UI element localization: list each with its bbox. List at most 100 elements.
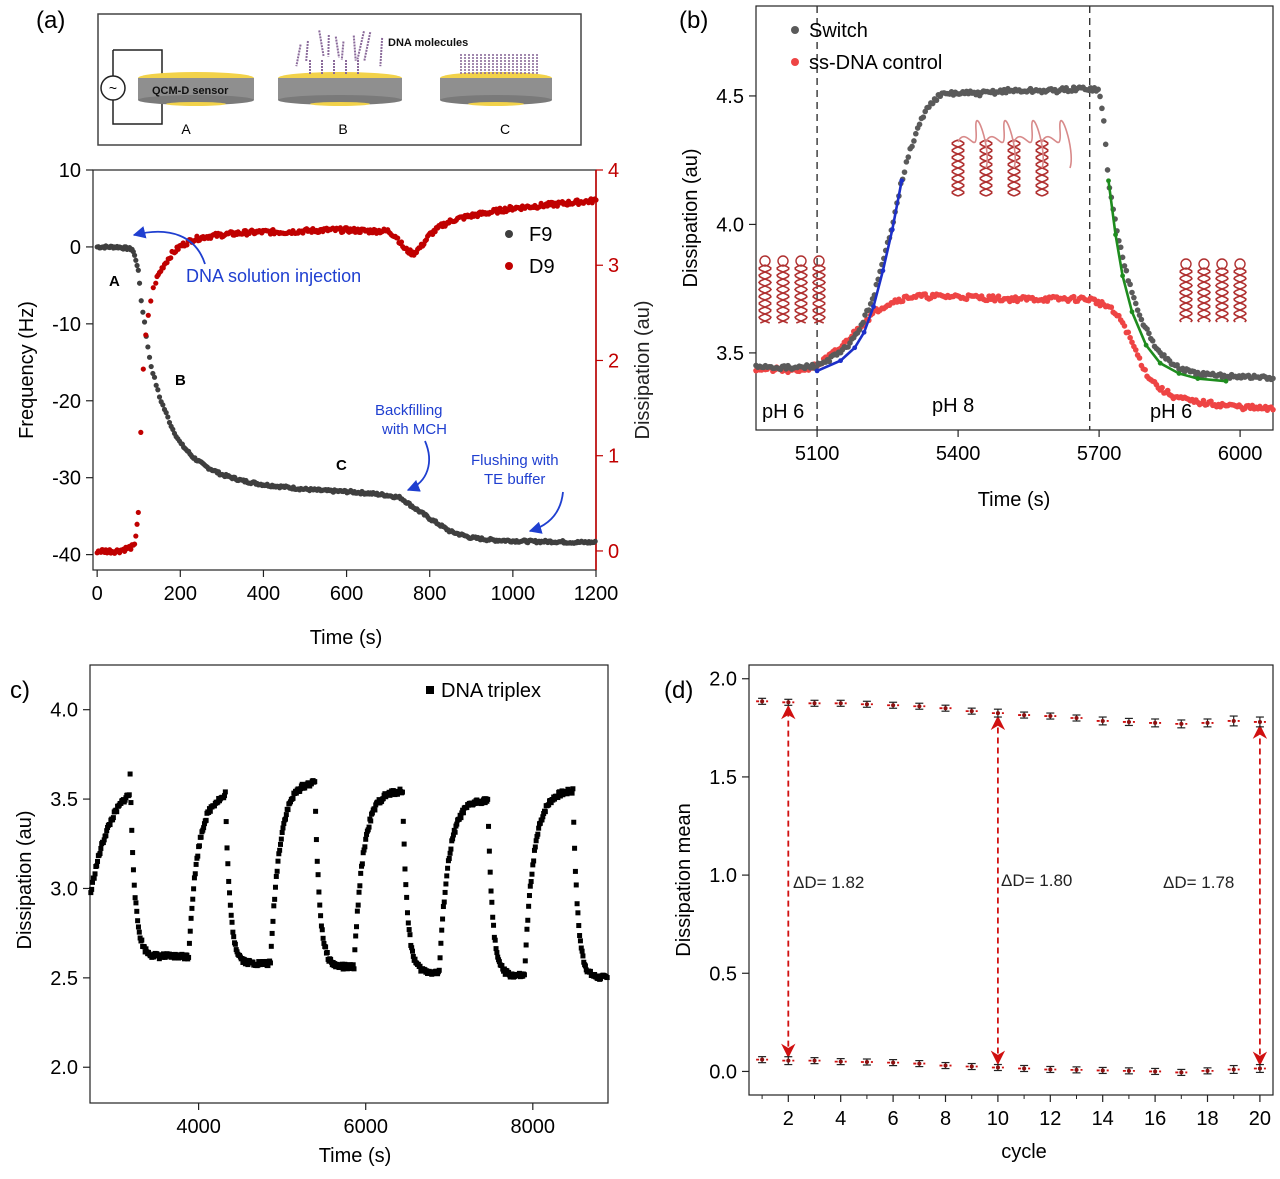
helix-strand — [951, 139, 965, 197]
x-tick-label: 5700 — [1077, 443, 1122, 465]
sensor-disc-c — [440, 72, 552, 106]
fit-lines — [814, 178, 1229, 384]
triplex-point — [227, 890, 233, 896]
triplex-point — [521, 972, 527, 978]
x-tick-label: 6000 — [1218, 443, 1263, 465]
triplex-point — [442, 889, 448, 895]
control-point — [1127, 334, 1133, 341]
triplex-point — [269, 930, 275, 936]
triplex-point — [243, 957, 249, 963]
triplex-point — [531, 858, 537, 864]
switch-point — [916, 121, 923, 128]
triplex-point — [312, 779, 318, 785]
panel-b-axes: 5100 5400 5700 6000 3.5 4.0 4.5 — [716, 6, 1262, 465]
triplex-point — [313, 808, 319, 814]
d9-point — [138, 429, 144, 435]
switch-point — [1144, 326, 1150, 332]
triplex-point — [354, 924, 360, 930]
triplex-point — [450, 836, 456, 842]
injection-annotation: DNA solution injection — [186, 266, 361, 286]
fit-rise-point — [861, 329, 867, 335]
low-mean-marker — [1100, 1068, 1105, 1073]
panel-c-axes: 4000 6000 8000 2.0 2.5 3.0 3.5 4.0 — [50, 700, 555, 1138]
oscillator-symbol: ~ — [109, 80, 117, 96]
triplex-point — [131, 882, 137, 888]
panel-c-xlabel: Time (s) — [319, 1145, 392, 1167]
series-f9 — [94, 243, 598, 546]
triplex-point — [89, 886, 95, 892]
switch-point — [1121, 263, 1128, 269]
triplex-point — [314, 858, 320, 864]
y-tick-label: 2.5 — [50, 968, 78, 990]
triplex-point — [283, 812, 289, 818]
low-mean-marker — [760, 1057, 765, 1062]
triplex-point — [265, 963, 271, 969]
triplex-point — [305, 780, 311, 786]
fit-rise-point — [880, 268, 886, 274]
triplex-point — [448, 846, 454, 852]
triplex-point — [532, 844, 538, 850]
triplex-point — [361, 847, 367, 853]
helix-strand — [811, 264, 827, 324]
triplex-point — [316, 889, 322, 895]
triplex-point — [452, 829, 458, 835]
triplex-point — [193, 861, 199, 867]
switch-point — [1131, 294, 1137, 301]
triplex-point — [272, 896, 278, 902]
panel-d: (d) 2 4 6 8 10 12 14 16 18 20 0.0 0.5 1.0 1.5 2.0 Diss… — [664, 664, 1274, 1163]
fit-rise-point — [838, 358, 843, 364]
control-point — [1121, 323, 1128, 329]
triplex-point — [424, 968, 430, 974]
x-tick-label: 1000 — [491, 583, 536, 605]
f9-point — [163, 410, 169, 416]
low-mean-marker — [812, 1058, 817, 1063]
triplex-point — [318, 923, 324, 929]
triplex-point — [571, 819, 577, 825]
triplex-point — [570, 786, 576, 792]
panel-b-ylabel: Dissipation (au) — [680, 149, 702, 288]
triplex-point — [203, 817, 209, 823]
flush-annotation-2: TE buffer — [484, 471, 545, 488]
triplex-point — [130, 867, 136, 873]
triplex-point — [486, 848, 492, 854]
x-tick-label: 18 — [1196, 1108, 1218, 1130]
triplex-point — [365, 827, 371, 833]
fit-rise-point — [852, 345, 858, 351]
triplex-point — [128, 800, 134, 806]
x-tick-label: 16 — [1144, 1108, 1166, 1130]
ss-strand — [1013, 120, 1044, 169]
y-tick-label: 2.0 — [50, 1057, 78, 1079]
helix-loop — [777, 255, 789, 267]
switch-point — [1129, 289, 1135, 296]
fit-decay-point — [1143, 342, 1149, 348]
d9-point — [184, 242, 190, 248]
triplex-point — [226, 878, 232, 884]
stage-label-b: B — [338, 121, 347, 137]
triplex-point — [356, 889, 362, 895]
triplex-point — [230, 929, 236, 935]
triplex-point — [360, 850, 366, 856]
triplex-point — [139, 937, 145, 943]
triplex-point — [533, 838, 539, 844]
triplex-point — [441, 899, 447, 905]
triplex-point — [195, 853, 201, 859]
dna-strand — [352, 35, 357, 61]
triplex-point — [502, 971, 508, 977]
switch-point — [866, 307, 872, 313]
triplex-point — [572, 845, 578, 851]
helix-strand — [1178, 267, 1194, 323]
y2-tick-label: 2 — [608, 350, 619, 372]
triplex-point — [201, 825, 207, 831]
switch-point — [1134, 307, 1141, 313]
x-tick-label: 2 — [783, 1108, 794, 1130]
triplex-point — [359, 861, 365, 867]
triplex-point — [540, 814, 546, 820]
triplex-point — [402, 866, 408, 872]
panel-c-ylabel: Dissipation (au) — [14, 811, 36, 950]
d9-point — [432, 229, 438, 235]
triplex-point — [437, 955, 443, 961]
triplex-point — [524, 926, 530, 932]
triplex-point — [222, 793, 228, 799]
fit-rise-point — [899, 178, 905, 184]
triplex-point — [587, 968, 593, 974]
